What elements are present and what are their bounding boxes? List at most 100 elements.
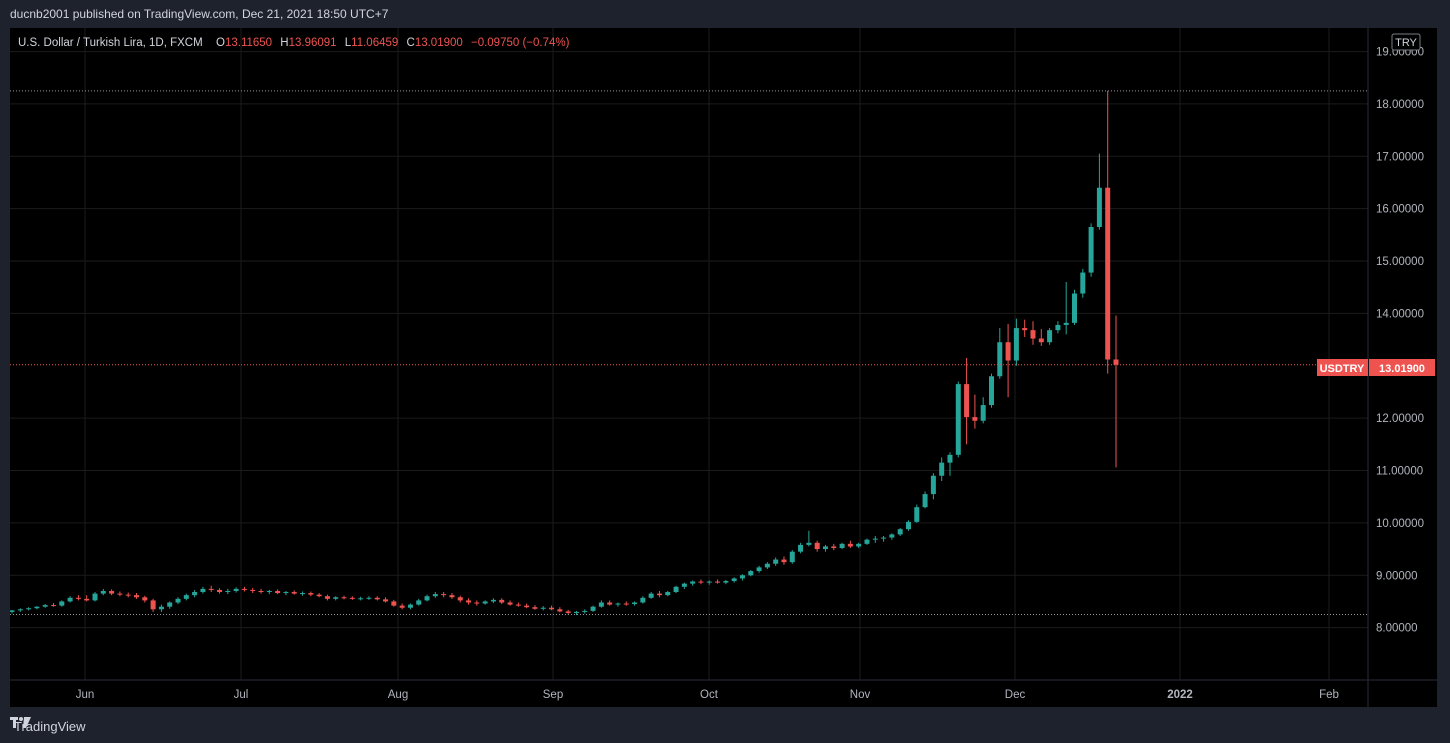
candle [225, 588, 231, 595]
candle [150, 598, 156, 612]
x-tick-label: Oct [700, 689, 719, 701]
candle-body [773, 559, 779, 564]
candle-body [250, 589, 256, 591]
time-axis[interactable]: Jun Jul Aug Sep Oct Nov Dec 2022 Feb [76, 689, 1339, 701]
candle-body [142, 597, 148, 601]
candle-body [167, 602, 173, 607]
candle [59, 600, 65, 607]
candle-body [383, 599, 389, 602]
candle [839, 542, 845, 550]
candle-body [324, 596, 330, 599]
candle-body [980, 405, 986, 421]
candle-body [200, 588, 206, 593]
y-tick-label: 18.00000 [1376, 99, 1424, 111]
candle-body [1105, 187, 1111, 360]
candle [914, 504, 920, 523]
candle-body [748, 571, 754, 576]
candle-body [241, 588, 247, 590]
candle-body [175, 598, 181, 603]
price-axis[interactable]: 19.0000018.0000017.0000016.0000015.00000… [1376, 47, 1424, 635]
legend-c-value: 13.01900 [415, 37, 463, 49]
candle [623, 601, 629, 606]
candle [632, 601, 638, 606]
candle [831, 543, 837, 551]
candle-body [1030, 330, 1036, 339]
candle [407, 603, 413, 610]
candle-body [864, 539, 870, 544]
candle-body [26, 608, 32, 610]
candle-body [84, 598, 90, 601]
candle [681, 582, 687, 589]
candle-body [432, 594, 438, 597]
footer-brand[interactable]: TradingView [14, 718, 86, 734]
candle [449, 593, 455, 599]
candle [250, 587, 256, 594]
candle [84, 595, 90, 602]
candle-body [92, 593, 98, 601]
candle [1047, 328, 1053, 345]
candle [499, 598, 505, 605]
candle [864, 538, 870, 545]
candle-body [715, 581, 721, 583]
candle-body [59, 601, 65, 606]
candle [648, 592, 654, 599]
candle [424, 594, 430, 602]
y-tick-label: 11.00000 [1376, 466, 1423, 478]
candle [1030, 321, 1036, 345]
candle-body [125, 594, 131, 596]
candle [117, 591, 123, 597]
candle-body [266, 590, 272, 593]
legend-ohlc-values: O13.11650 H13.96091 L11.06459 C13.01900 … [216, 37, 570, 49]
candle [748, 570, 754, 577]
candle [374, 596, 380, 601]
candle-body [399, 605, 405, 608]
candle-body [706, 581, 712, 583]
currency-button-label: TRY [1395, 37, 1417, 49]
candle-body [607, 602, 613, 605]
candle-body [374, 597, 380, 600]
candle-body [449, 595, 455, 598]
candle-body [308, 593, 314, 595]
candle [75, 595, 81, 601]
candle-body [158, 606, 164, 610]
candle-body [831, 546, 837, 549]
candle-body [300, 593, 306, 595]
candle-body [640, 597, 646, 603]
candle-body [1038, 338, 1044, 343]
candle [997, 328, 1003, 379]
candle-body [972, 417, 978, 421]
candle [524, 603, 530, 609]
candle [291, 590, 297, 595]
candle [266, 589, 272, 595]
candle-body [490, 599, 496, 602]
currency-button[interactable]: TRY [1391, 33, 1421, 51]
candle-body [366, 597, 372, 599]
candle [432, 592, 438, 598]
candle-body [806, 542, 812, 545]
candle-body [333, 597, 339, 599]
candle-body [17, 609, 23, 611]
y-tick-label: 15.00000 [1376, 256, 1424, 268]
candle-body [756, 567, 762, 572]
x-tick-label: 2022 [1167, 689, 1193, 701]
legend-o-label: O [216, 37, 225, 49]
chart-panel[interactable]: 19.00000 18.00000 17.00000 16.00000 15.00000… [10, 28, 1437, 707]
legend-h-label: H [280, 37, 288, 49]
candle-body [192, 592, 198, 596]
legend-c-label: C [407, 37, 415, 49]
candle-body [225, 590, 231, 593]
candles [10, 90, 1119, 616]
candle [731, 577, 737, 583]
candle-body [100, 590, 106, 594]
candle [158, 604, 164, 612]
candle [341, 595, 347, 600]
candlestick-chart[interactable]: 19.0000018.0000017.0000016.0000015.00000… [10, 28, 1437, 707]
candle [366, 596, 372, 600]
candle-body [34, 606, 40, 609]
candle-body [258, 590, 264, 593]
candle-body [681, 583, 687, 587]
candle-body [665, 592, 671, 596]
legend-o-value: 13.11650 [225, 37, 272, 49]
candle [773, 557, 779, 566]
legend-l-label: L [345, 37, 352, 49]
